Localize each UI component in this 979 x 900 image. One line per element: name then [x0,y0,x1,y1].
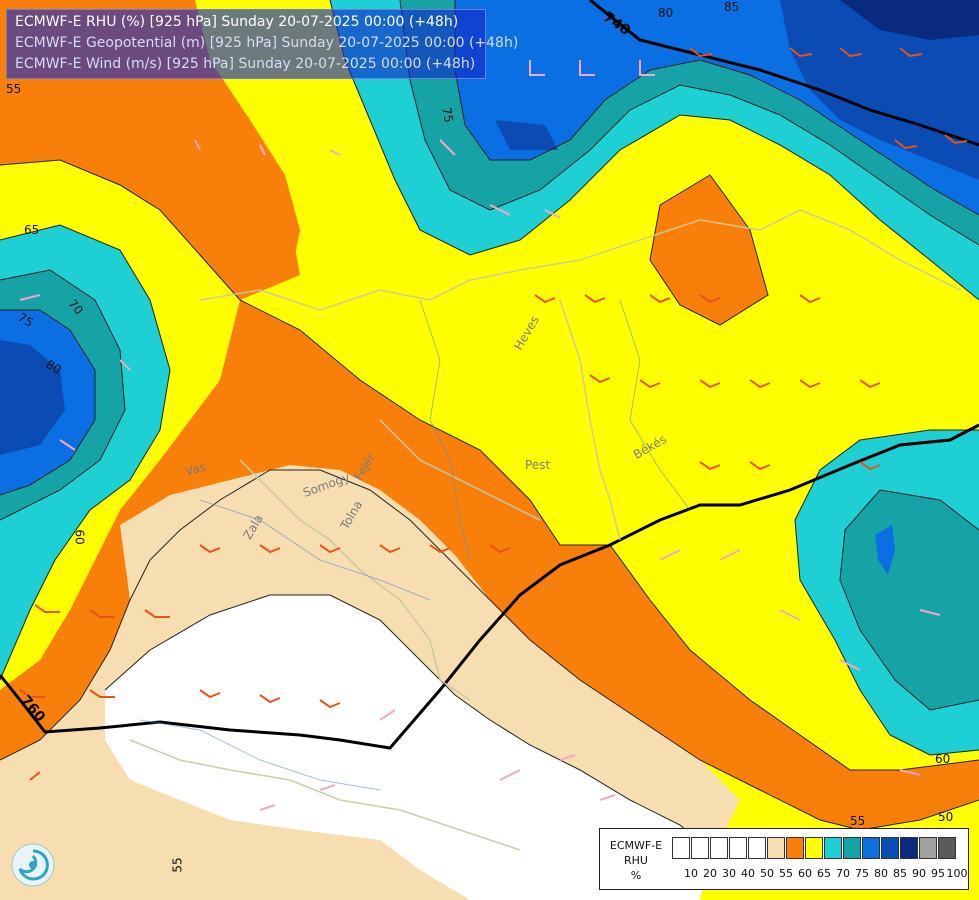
legend-tick-label: 20 [703,867,717,880]
contour-label-rhu: 80 [658,6,674,20]
legend-tick-label: 60 [798,867,812,880]
map-title-panel: ECMWF-E RHU (%) [925 hPa] Sunday 20-07-2… [6,9,518,79]
legend-tick-label: 100 [946,867,968,880]
legend-tick-label: 55 [779,867,793,880]
title-wind: ECMWF-E Wind (m/s) [925 hPa] Sunday 20-0… [15,56,476,72]
contour-label-rhu: 60 [72,529,87,545]
rhu-legend: ECMWF-E RHU % 10 20 30 40 50 55 60 65 70 75 80 85 90… [599,828,969,890]
contour-label-rhu: 55 [6,82,22,96]
provider-logo-icon [11,843,55,887]
wind-barbs-light [19,60,941,811]
rhu-area-85-north-cell [495,120,558,150]
legend-tick-label: 50 [760,867,774,880]
legend-title: ECMWF-E RHU % [606,838,666,883]
legend-swatch [900,837,918,859]
contour-label-rhu: 60 [935,752,951,766]
contour-label-rhu: 55 [850,814,866,828]
rhu-area-85-west [0,340,65,455]
legend-swatch [748,837,766,859]
wind-barbs-strong [19,47,968,781]
contour-label-rhu: 85 [724,0,740,14]
title-rhu: ECMWF-E RHU (%) [925 hPa] Sunday 20-07-2… [15,14,459,30]
legend-unit: % [630,869,642,882]
legend-tick-label: 90 [912,867,926,880]
title-geopotential: ECMWF-E Geopotential (m) [925 hPa] Sunda… [15,35,519,51]
legend-swatch [824,837,842,859]
legend-tick-label: 75 [855,867,869,880]
geopotential-contour-760 [0,423,979,750]
legend-swatch [767,837,785,859]
legend-tick-label: 10 [684,867,698,880]
rivers [139,299,691,791]
legend-title-model: ECMWF-E [609,839,663,852]
legend-tick-label: 85 [893,867,907,880]
geopotential-contour-740 [589,0,979,147]
rhu-area-80-east-cell [875,525,895,575]
contour-label-rhu: 55 [170,857,185,873]
rhu-area-90-north [840,0,979,40]
contour-label-rhu: 65 [24,223,40,237]
legend-swatch [843,837,861,859]
rhu-area-60-northeast-cell [650,175,768,325]
legend-swatch [938,837,956,859]
legend-tick-label: 65 [817,867,831,880]
legend-swatch [786,837,804,859]
legend-title-variable: RHU [624,854,648,867]
legend-swatch [710,837,728,859]
legend-swatch [862,837,880,859]
contour-label-rhu: 50 [938,810,954,824]
legend-swatch [672,837,690,859]
rhu-area-75-east [840,490,979,710]
rhu-area-60-central [0,300,979,830]
legend-tick-label: 80 [874,867,888,880]
legend-swatch [805,837,823,859]
legend-tick-label: 95 [931,867,945,880]
contour-label-rhu: 75 [439,106,456,124]
rhu-area-50-south [105,595,710,900]
legend-tick-label: 40 [741,867,755,880]
place-label: Pest [525,458,551,472]
legend-swatch [691,837,709,859]
legend-tick-label: 30 [722,867,736,880]
legend-swatch [919,837,937,859]
rhu-area-85-north [780,0,979,180]
country-borders [129,209,961,851]
legend-tick-label: 70 [836,867,850,880]
legend-swatch [881,837,899,859]
legend-swatch [729,837,747,859]
